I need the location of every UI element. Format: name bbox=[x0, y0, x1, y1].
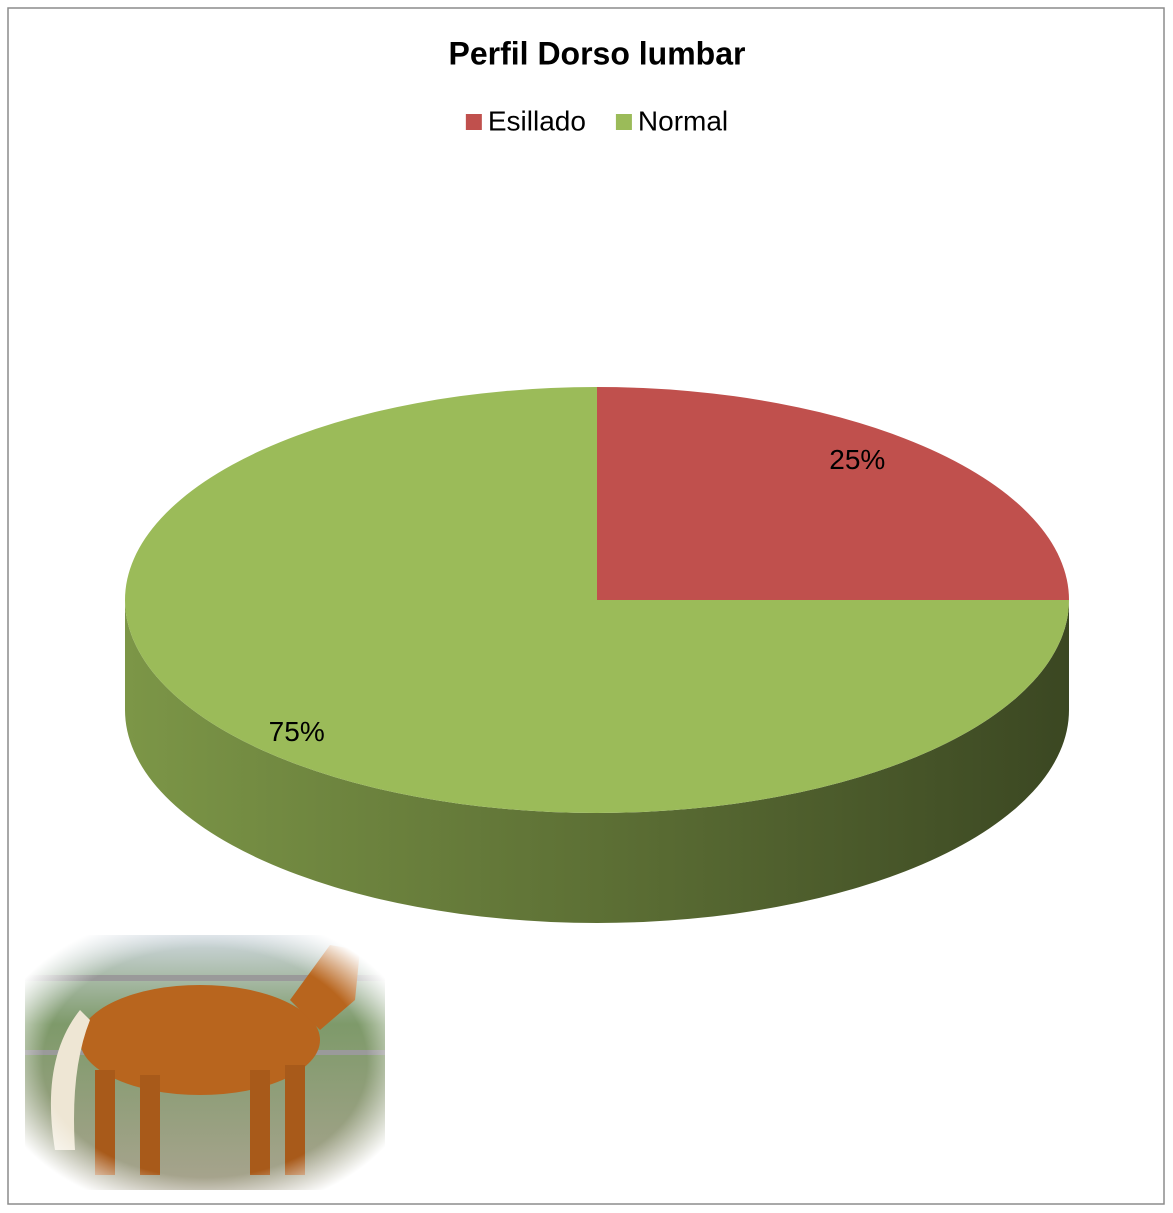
horse-photo bbox=[25, 935, 385, 1190]
legend-label: Esillado bbox=[488, 105, 586, 136]
chart: Perfil Dorso lumbar Esillado Normal 25% 75% bbox=[0, 0, 1173, 1213]
data-label: 25% bbox=[829, 444, 885, 475]
chart-title: Perfil Dorso lumbar bbox=[449, 35, 746, 71]
page: Perfil Dorso lumbar Esillado Normal 25% 75%… bbox=[0, 0, 1173, 1213]
data-label: 75% bbox=[269, 716, 325, 747]
legend-swatch bbox=[466, 114, 482, 130]
legend-swatch bbox=[616, 114, 632, 130]
legend-label: Normal bbox=[638, 105, 728, 136]
